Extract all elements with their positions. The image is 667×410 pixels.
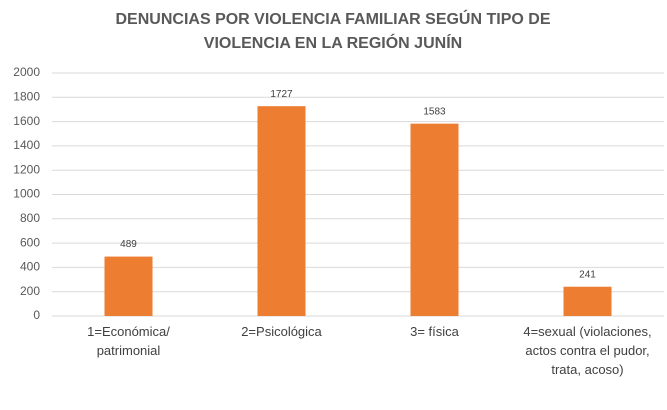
bar [410, 123, 459, 316]
x-tick-label: 1=Económica/ patrimonial [87, 324, 170, 358]
y-tick-label: 1600 [13, 114, 40, 128]
x-tick-label: 4=sexual (violaciones, actos contra el p… [523, 324, 652, 377]
y-tick-label: 800 [20, 211, 40, 225]
y-tick-label: 0 [33, 308, 40, 322]
value-label: 489 [120, 239, 137, 250]
y-tick-label: 400 [20, 260, 40, 274]
y-tick-label: 1200 [13, 162, 40, 176]
value-label: 1727 [270, 89, 293, 100]
y-tick-label: 600 [20, 235, 40, 249]
y-tick-label: 200 [20, 284, 40, 298]
y-tick-label: 1400 [13, 138, 40, 152]
y-tick-label: 1000 [13, 187, 40, 201]
x-tick-label: 3= física [410, 324, 459, 339]
value-label: 241 [579, 269, 596, 280]
y-tick-label: 2000 [13, 65, 40, 79]
bar [104, 256, 153, 316]
y-tick-label: 1800 [13, 89, 40, 103]
value-label: 1583 [423, 106, 446, 117]
x-tick-label: 2=Psicológica [241, 324, 322, 339]
bar [257, 106, 306, 317]
bar [563, 286, 612, 316]
chart-title: DENUNCIAS POR VIOLENCIA FAMILIAR SEGÚN T… [115, 11, 551, 52]
